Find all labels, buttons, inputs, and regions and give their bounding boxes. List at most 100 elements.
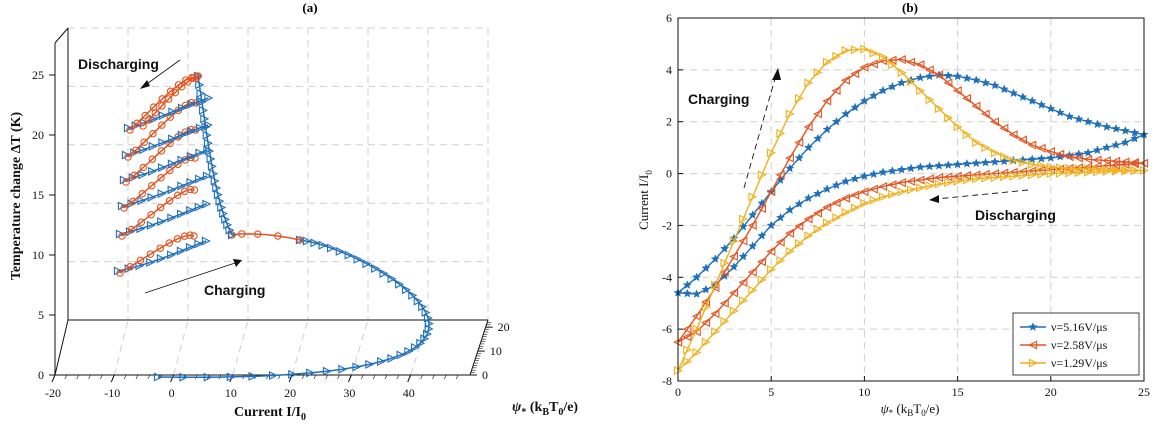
curve-a-layer-3-orange-marker [122,178,130,186]
curve-a-top-orange-marker [177,82,186,91]
curve-a-top-orange-marker [171,88,180,97]
curve-a-spine-marker [196,88,206,98]
x-minor-tick-a [432,374,435,380]
curve-a-layer-4-blue-marker [195,123,205,133]
series-0-marker [813,188,823,198]
series-1-marker [729,252,739,262]
series-0-marker [1046,103,1056,113]
discharging-arrow-a [143,59,181,87]
series-2-marker [897,187,907,197]
x-minor-tick-a [64,374,68,380]
legend-label-2: ν=1.29V/μs [1051,356,1108,370]
series-1-marker [682,332,692,342]
curve-a-layer-0-blue-marker [194,239,204,249]
series-1-marker [896,178,906,188]
z-axis-top-edge [54,27,69,44]
floor-grid [113,319,129,376]
series-1-marker [850,190,860,200]
curve-a-charging-blue-marker [322,366,332,376]
curve-a-layer-2-blue-marker [186,177,196,187]
curve-a-charging-blue-marker [418,302,428,312]
series-0-marker [859,96,870,105]
series-0-marker [701,284,711,294]
series-0-marker [943,70,953,80]
series-0-marker [1130,127,1140,137]
curve-a-layer-3-orange-marker [148,155,157,163]
curve-a-layer-1-blue-marker [146,220,156,230]
series-2-marker [1037,169,1047,179]
series-0-marker [878,167,888,177]
series-1-marker [1073,163,1083,173]
series-0-marker [1083,147,1093,157]
series-1-marker [915,60,925,70]
series-1-marker [1036,143,1046,153]
series-0-marker [924,161,935,171]
series-0-marker [1074,114,1084,124]
discharging-arrowhead-a [140,80,150,89]
series-0-marker [924,71,935,81]
series-2-marker [934,179,944,189]
discharging-label-a: Discharging [78,56,159,72]
series-0-marker [1055,107,1065,117]
curve-a-spine-marker [212,183,222,193]
curve-a-charging-blue-marker [153,372,163,382]
series-0-marker [1120,137,1131,147]
curve-a-spine-marker [213,190,223,200]
curve-a-spine-marker [195,80,205,90]
y-tick-label: -8 [662,374,672,388]
series-0-marker [701,263,711,273]
series-2-marker [757,170,767,180]
curve-a-layer-0-orange-marker [116,269,124,277]
x-tick-label-a: -10 [104,386,120,400]
x-tick-label: 25 [1138,385,1150,399]
series-1-marker [952,171,962,181]
series-1-marker [719,298,729,308]
curve-a-top-orange-marker [194,72,202,80]
curve-a-layer-0-blue-marker [167,250,177,260]
series-2-marker [850,45,860,55]
series-1-marker [794,221,804,231]
y-tick-label-a: 0 [482,368,488,382]
curve-a-layer-3-blue-marker [203,145,213,155]
series-2-marker [711,327,721,337]
series-2-marker [720,258,730,268]
series-2-marker [962,175,972,185]
series-0-marker [906,163,916,173]
curve-a-layer-2-blue-marker [177,181,187,191]
curve-a-layer-3-blue-marker [148,166,158,176]
series-2-marker [841,45,851,55]
x-tick-a [51,374,56,383]
curve-a-spine-marker [200,114,210,124]
y-tick-label: -4 [662,270,672,284]
series-0-marker [813,133,823,143]
series-2-marker [1046,162,1056,172]
x-tick-label: 10 [858,385,870,399]
curve-a-layer-2-blue-marker [117,201,127,211]
curve-a-layer-0-orange-marker [186,231,194,239]
series-1-marker [766,187,776,197]
series-2-marker [767,265,777,274]
series-1-marker [822,96,832,106]
series-1-marker [1092,155,1102,165]
series-0-marker [943,160,953,170]
x-tick-label: 15 [952,385,964,399]
series-1-marker [785,228,794,238]
curve-a-charging-blue-marker [408,290,418,300]
curve-a-spine-marker [199,105,208,115]
series-1-marker [701,297,711,307]
series-1-marker [962,93,972,103]
x-minor-tick-a [384,374,388,380]
series-0-marker [952,71,963,81]
x-minor-tick-a [123,374,127,380]
series-2-marker [813,224,823,234]
curve-a-layer-4-orange-marker [149,129,157,138]
curve-a-layer-5-blue-marker [187,99,197,109]
curve-a-layer-2-blue-marker [137,196,147,206]
series-1-marker [812,208,822,218]
series-1-marker [1008,130,1018,140]
panel-b-title: (b) [902,0,918,15]
series-2-marker [878,192,888,202]
series-0-marker [1046,153,1056,162]
series-2-marker [990,172,1000,182]
series-2-marker [1074,164,1084,174]
